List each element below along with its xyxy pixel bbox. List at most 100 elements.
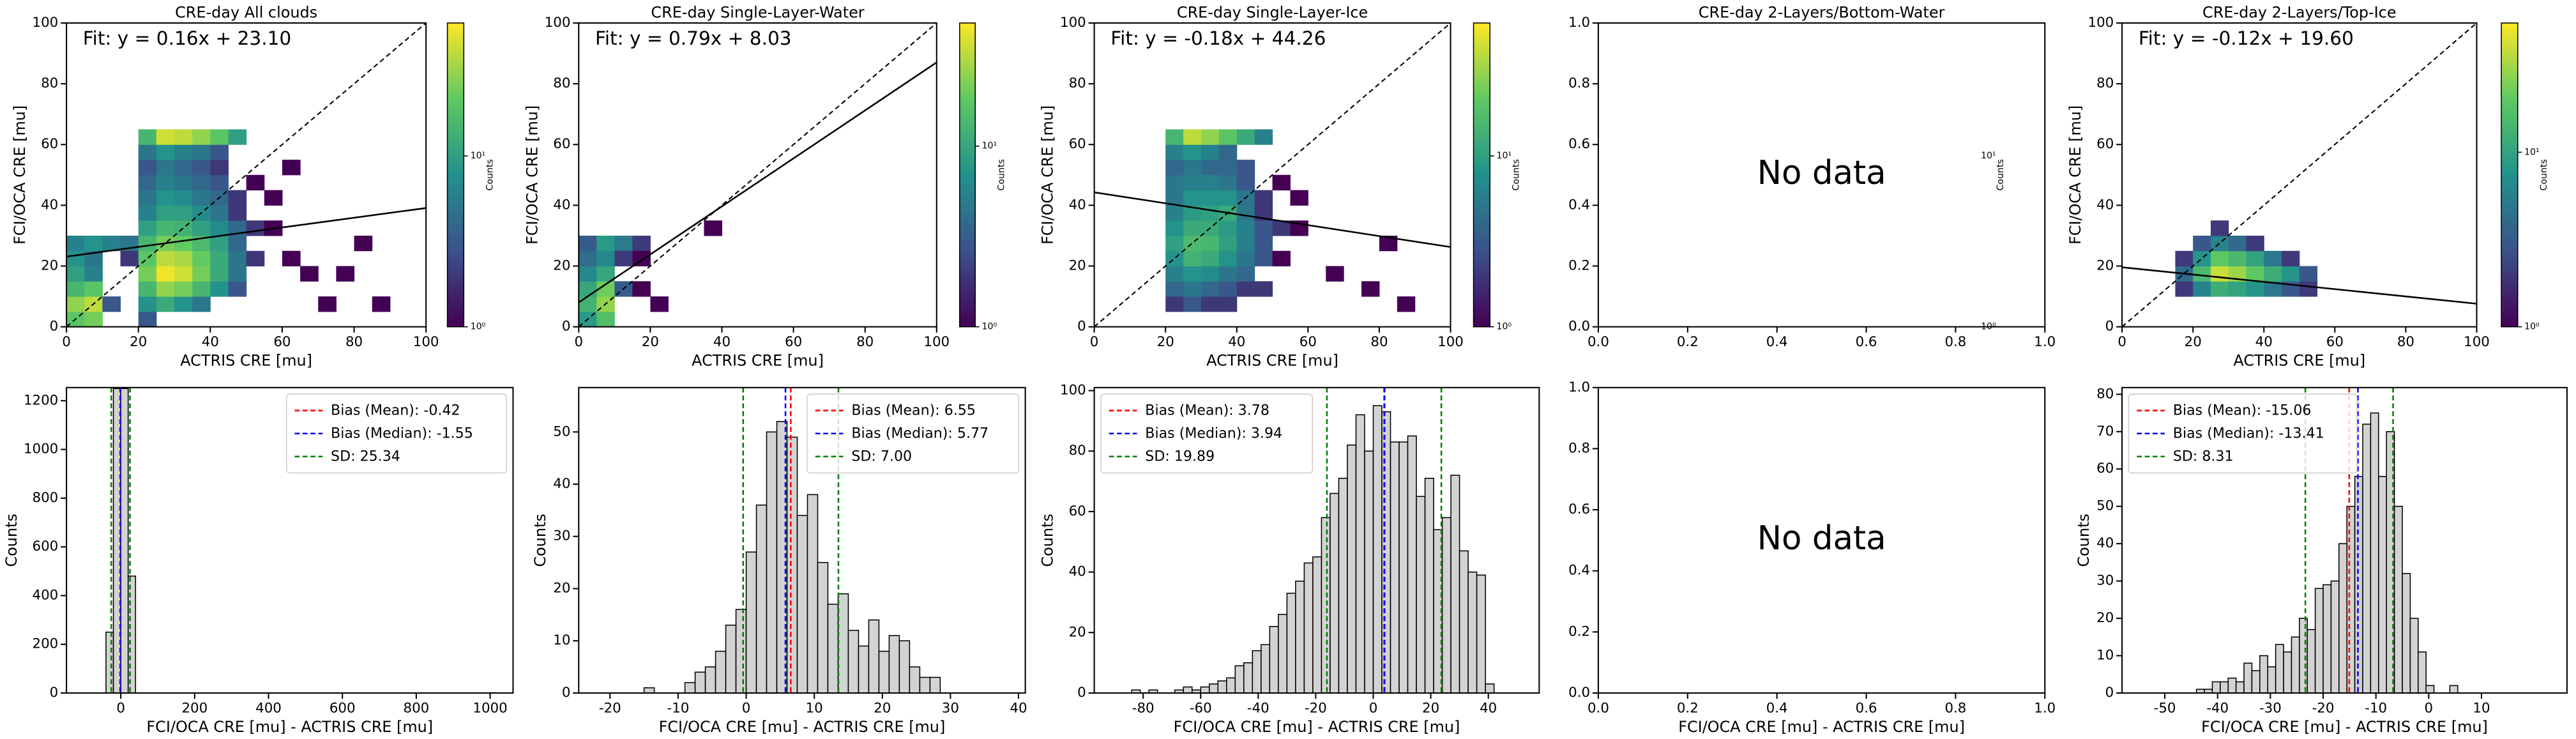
panel: -80 -60 -40 -20 0 20 40 0 20 40 60 80 100 FCI/OCA CRE… [1039,383,1540,736]
histogram-bar [2283,651,2292,694]
histogram-bar [1278,614,1288,694]
y-tick-label: 0 [2105,685,2114,701]
heatmap-cell [174,296,193,312]
histogram-bar [2275,644,2284,694]
heatmap-cell [1361,281,1380,297]
legend-label: SD: 19.89 [1145,448,1215,464]
heatmap-cell [1236,220,1255,236]
heatmap-cell [2210,235,2229,252]
y-tick-label: 400 [33,587,59,603]
legend-label: Bias (Mean): 3.78 [1145,402,1269,418]
colorbar-tick-label: 10⁰ [1497,322,1512,332]
legend-label: Bias (Mean): -0.42 [331,402,460,418]
heatmap-cell [138,190,157,206]
histogram-bar [1243,662,1254,694]
x-tick-label: 60 [2326,334,2344,350]
heatmap-cell [1165,296,1184,312]
legend-label: SD: 7.00 [851,448,912,464]
heatmap-cell [1165,144,1184,160]
heatmap-cell [1165,235,1184,252]
heatmap-cell [2246,250,2264,267]
x-axis-label: FCI/OCA CRE [mu] - ACTRIS CRE [mu] [2201,718,2488,736]
x-axis-label: FCI/OCA CRE [mu] - ACTRIS CRE [mu] [659,718,946,736]
x-axis-label: FCI/OCA CRE [mu] - ACTRIS CRE [mu] [1174,718,1460,736]
heatmap-cell [1165,250,1184,267]
colorbar-label: Counts [485,159,495,190]
heatmap-cell [138,311,157,327]
heatmap-cell [1183,190,1202,206]
x-tick-label: 60 [273,334,291,350]
legend-label: SD: 8.31 [2173,448,2234,464]
heatmap-cell [2282,250,2300,267]
heatmap-cell [66,281,85,297]
panel: 0 20 40 60 80 100 0 20 40 60 80 100 CRE-day Single-L… [523,4,1006,370]
heatmap-cell [1183,144,1202,160]
y-tick-label: 100 [1060,383,1086,399]
identity-line [1094,22,1451,327]
heatmap-cell [1201,250,1220,267]
legend-label: Bias (Mean): -15.06 [2173,402,2312,418]
heatmap-cell [1201,144,1220,160]
x-tick-label: 0 [1369,700,1378,716]
heatmap-cell [2210,266,2229,282]
x-tick-label: 20 [874,700,891,716]
legend-label: SD: 25.34 [331,448,400,464]
heatmap-cell [138,144,157,160]
y-tick-label: 40 [2096,197,2114,213]
y-tick-label: 0.0 [1568,319,1590,335]
histogram-bar [2220,681,2229,694]
plot-area [2122,22,2477,327]
plot-area [2195,387,2459,694]
histogram-bar [735,609,747,694]
heatmap-cell [2228,235,2247,252]
heatmap-cell [192,190,211,206]
heatmap-cell [210,235,229,252]
y-tick-label: 60 [1069,136,1086,152]
y-tick-label: 0 [50,685,59,701]
y-tick-label: 20 [41,258,58,274]
heatmap-cell [102,235,121,252]
heatmap-cell [2246,266,2264,282]
heatmap-cell [1201,160,1220,176]
histogram-bar [2322,584,2332,694]
x-tick-label: 0.2 [1677,700,1699,716]
heatmap-cell [1218,190,1238,206]
heatmap-cell [138,160,157,176]
heatmap-cell [372,296,391,312]
x-tick-label: 0.4 [1766,700,1788,716]
heatmap-cell [1201,266,1220,282]
x-tick-label: 40 [2255,334,2273,350]
y-tick-label: 40 [553,197,570,213]
heatmap-cell [1201,205,1220,221]
histogram-bar [1407,435,1417,694]
x-tick-label: -20 [599,700,621,716]
heatmap-cell [282,250,301,267]
axes-frame [1093,22,1451,328]
heatmap-cell [2228,250,2247,267]
heatmap-cell [614,235,633,252]
heatmap-cell [1272,250,1291,267]
heatmap-cell [318,296,337,312]
heatmap-cell [138,220,157,236]
y-axis-label: Counts [531,514,549,567]
histogram-bar [1450,475,1460,694]
heatmap-cell [84,281,103,297]
heatmap-cell [66,250,85,267]
heatmap-cell [1183,129,1202,145]
heatmap-cell [156,174,175,191]
histogram-bar [898,640,911,694]
x-tick-label: 200 [181,700,208,716]
heatmap-cell [1183,250,1202,267]
fit-annotation: Fit: y = 0.16x + 23.10 [83,27,291,49]
y-tick-label: 0.4 [1568,197,1590,213]
y-tick-label: 0.8 [1568,440,1590,456]
histogram-bar [1226,677,1236,694]
axes-frame [66,22,427,328]
heatmap-cell [1218,235,1238,252]
legend-box [285,393,507,474]
fit-line [2122,266,2477,305]
heatmap-cell [156,281,175,297]
heatmap-cell [156,220,175,236]
histogram-bar [919,676,931,694]
